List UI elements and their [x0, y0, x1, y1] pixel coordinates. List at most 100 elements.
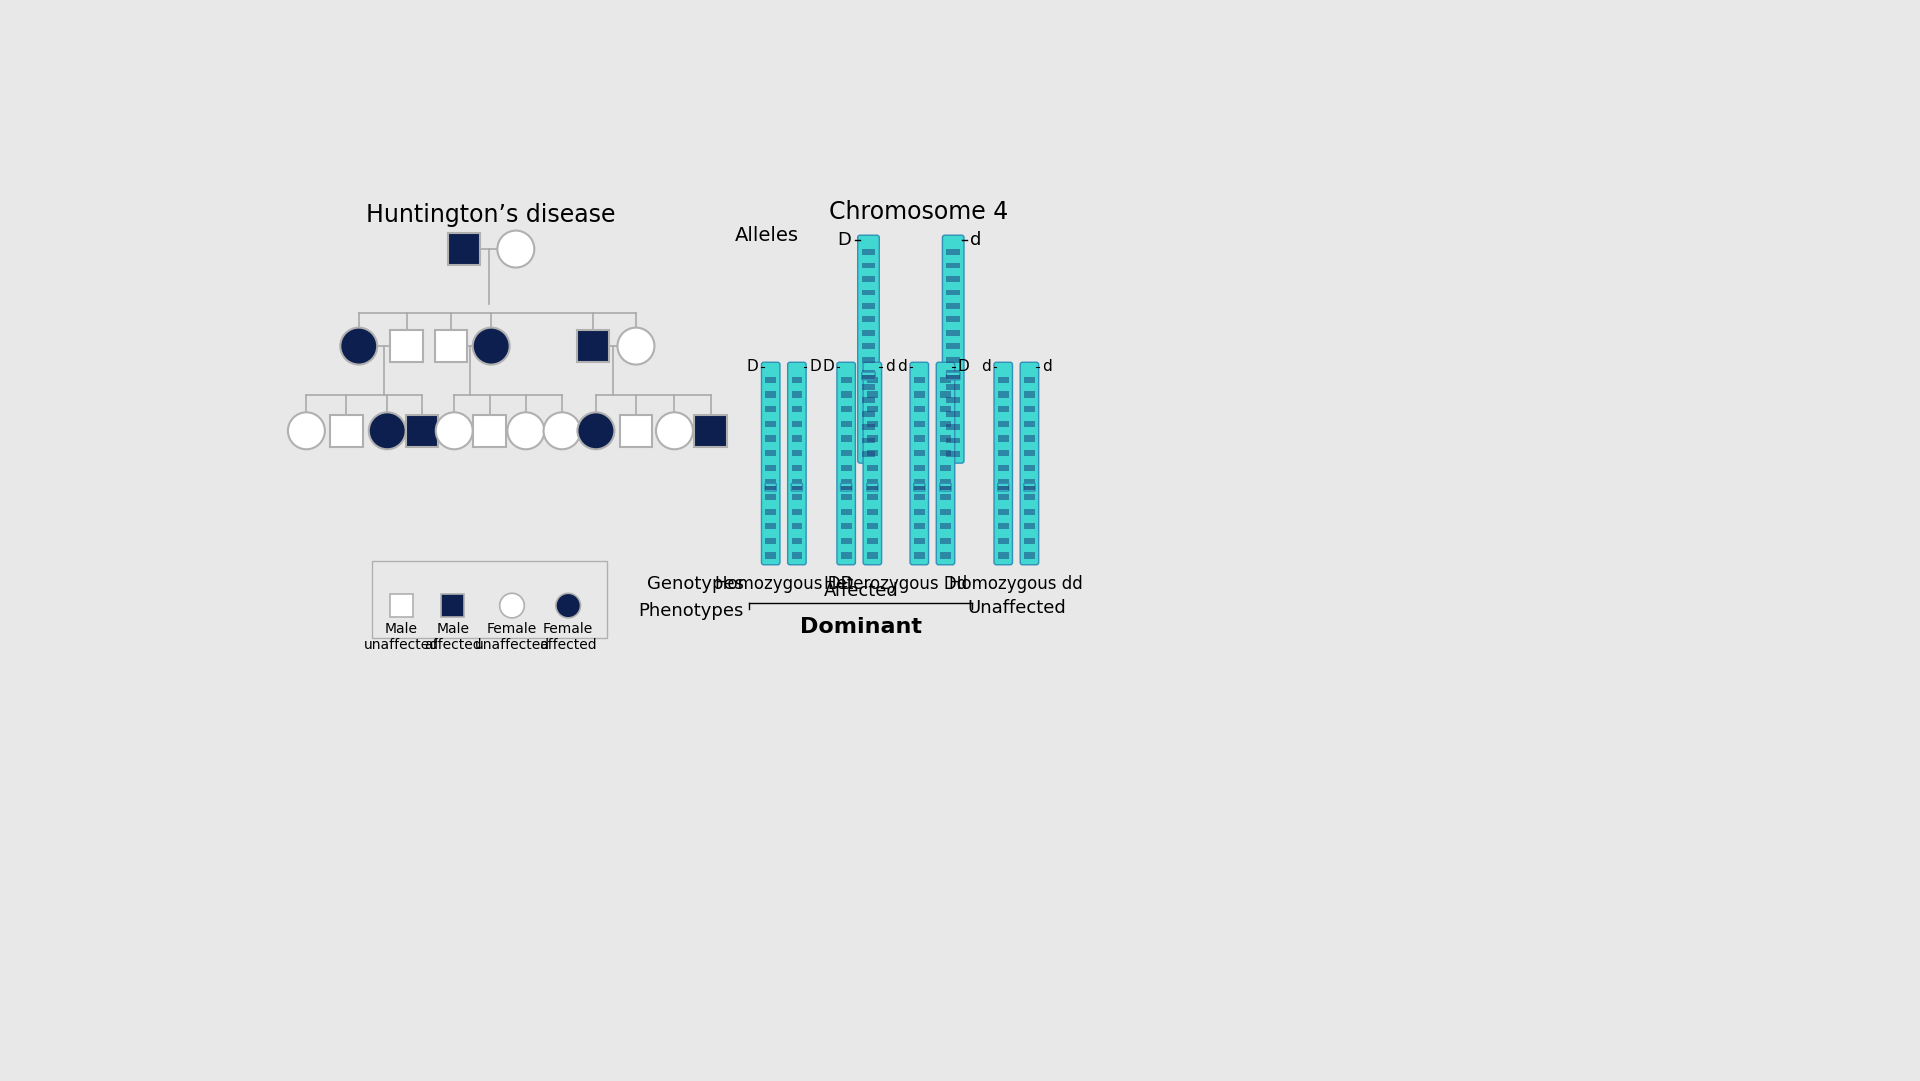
Bar: [841, 406, 852, 412]
Bar: [947, 451, 960, 457]
Bar: [791, 552, 803, 559]
Bar: [474, 415, 505, 446]
Bar: [914, 421, 925, 427]
Circle shape: [507, 412, 545, 450]
Bar: [862, 344, 876, 349]
Bar: [766, 537, 776, 544]
Bar: [941, 494, 950, 501]
Bar: [1023, 479, 1035, 485]
FancyBboxPatch shape: [791, 483, 803, 491]
Bar: [947, 357, 960, 362]
Bar: [998, 421, 1008, 427]
Bar: [405, 415, 438, 446]
Circle shape: [657, 412, 693, 450]
Bar: [862, 438, 876, 443]
Bar: [390, 330, 422, 362]
Bar: [841, 421, 852, 427]
FancyBboxPatch shape: [947, 372, 960, 379]
Bar: [766, 494, 776, 501]
Bar: [941, 508, 950, 515]
Bar: [841, 494, 852, 501]
Bar: [941, 552, 950, 559]
Bar: [868, 479, 877, 485]
Text: Dominant: Dominant: [801, 617, 922, 637]
Bar: [941, 465, 950, 471]
Bar: [941, 421, 950, 427]
Text: Male
unaffected: Male unaffected: [363, 622, 438, 652]
Bar: [941, 406, 950, 412]
Bar: [330, 415, 363, 446]
Bar: [862, 398, 876, 403]
Bar: [766, 421, 776, 427]
Bar: [868, 537, 877, 544]
Bar: [1023, 486, 1035, 491]
Text: Female
unaffected: Female unaffected: [474, 622, 549, 652]
Text: Homozygous DD: Homozygous DD: [714, 575, 852, 593]
Bar: [947, 398, 960, 403]
Bar: [862, 451, 876, 457]
Bar: [868, 523, 877, 530]
Bar: [841, 552, 852, 559]
Text: Huntington’s disease: Huntington’s disease: [367, 203, 616, 227]
Bar: [791, 436, 803, 441]
Bar: [914, 406, 925, 412]
Bar: [947, 344, 960, 349]
FancyBboxPatch shape: [864, 362, 881, 564]
FancyBboxPatch shape: [837, 362, 856, 564]
Bar: [766, 391, 776, 398]
Bar: [791, 537, 803, 544]
Bar: [766, 508, 776, 515]
Bar: [1023, 450, 1035, 456]
Bar: [766, 523, 776, 530]
Bar: [914, 523, 925, 530]
FancyBboxPatch shape: [866, 483, 877, 491]
Bar: [998, 508, 1008, 515]
Bar: [998, 523, 1008, 530]
Bar: [766, 486, 776, 491]
Bar: [862, 303, 876, 309]
Bar: [862, 290, 876, 295]
Bar: [791, 391, 803, 398]
Bar: [766, 406, 776, 412]
Bar: [862, 249, 876, 255]
Bar: [862, 375, 876, 379]
Bar: [947, 425, 960, 430]
Bar: [766, 552, 776, 559]
Bar: [442, 595, 465, 617]
Bar: [941, 479, 950, 485]
Bar: [914, 391, 925, 398]
FancyBboxPatch shape: [862, 372, 876, 379]
Circle shape: [543, 412, 580, 450]
Bar: [868, 486, 877, 491]
Bar: [766, 450, 776, 456]
Bar: [947, 317, 960, 322]
Circle shape: [557, 593, 580, 618]
Bar: [841, 523, 852, 530]
Bar: [998, 436, 1008, 441]
Bar: [766, 377, 776, 383]
Bar: [998, 479, 1008, 485]
Bar: [998, 377, 1008, 383]
Bar: [841, 537, 852, 544]
Circle shape: [288, 412, 324, 450]
Bar: [868, 450, 877, 456]
Circle shape: [618, 328, 655, 364]
Text: Unaffected: Unaffected: [968, 599, 1066, 617]
Bar: [862, 411, 876, 416]
Bar: [791, 479, 803, 485]
Circle shape: [472, 328, 509, 364]
Bar: [862, 371, 876, 376]
Text: Alleles: Alleles: [735, 226, 799, 244]
Bar: [947, 263, 960, 268]
Bar: [1023, 494, 1035, 501]
Bar: [941, 486, 950, 491]
Bar: [841, 508, 852, 515]
Bar: [1023, 406, 1035, 412]
FancyBboxPatch shape: [998, 483, 1008, 491]
Bar: [998, 486, 1008, 491]
Bar: [791, 494, 803, 501]
Circle shape: [578, 412, 614, 450]
Bar: [998, 450, 1008, 456]
Text: Phenotypes: Phenotypes: [637, 602, 743, 620]
Bar: [791, 486, 803, 491]
